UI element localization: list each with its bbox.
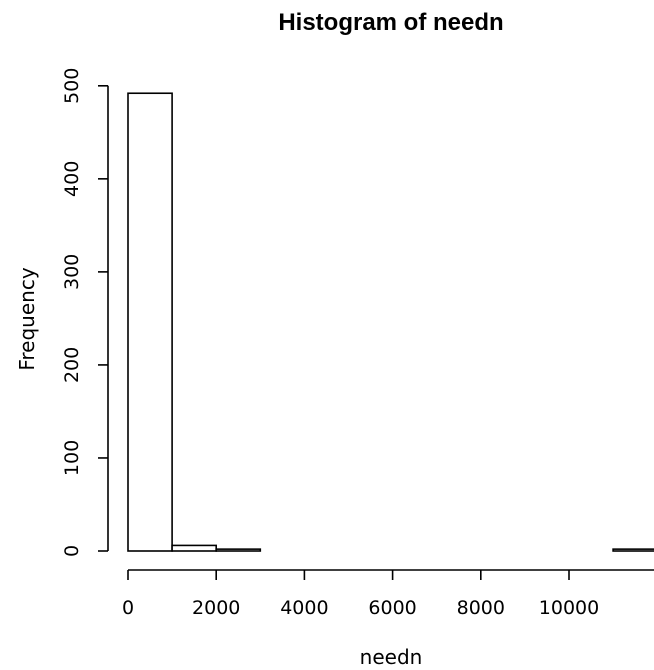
y-tick-label: 100 [61,440,83,476]
y-tick-label: 500 [61,68,83,104]
x-tick-label: 0 [122,597,134,619]
y-axis-label: Frequency [15,267,39,370]
y-tick-label: 0 [61,545,83,557]
x-tick-label: 10000 [539,597,599,619]
x-tick-label: 2000 [192,597,240,619]
y-tick-label: 300 [61,254,83,290]
x-tick-label: 4000 [280,597,328,619]
histogram-bar [171,544,218,552]
x-axis-label: needn [360,645,423,669]
x-tick-label: 6000 [368,597,416,619]
histogram-bar [215,548,262,552]
y-axis: 0 100 200 300 400 500 [61,68,109,557]
bars-group [127,92,654,552]
y-tick-label: 400 [61,161,83,197]
y-tick-label: 200 [61,347,83,383]
x-tick-label: 8000 [457,597,505,619]
x-axis: 0 2000 4000 6000 8000 10000 [122,569,654,619]
histogram-bar [612,548,654,552]
chart-title: Histogram of needn [278,9,503,36]
histogram-bar [127,92,173,552]
